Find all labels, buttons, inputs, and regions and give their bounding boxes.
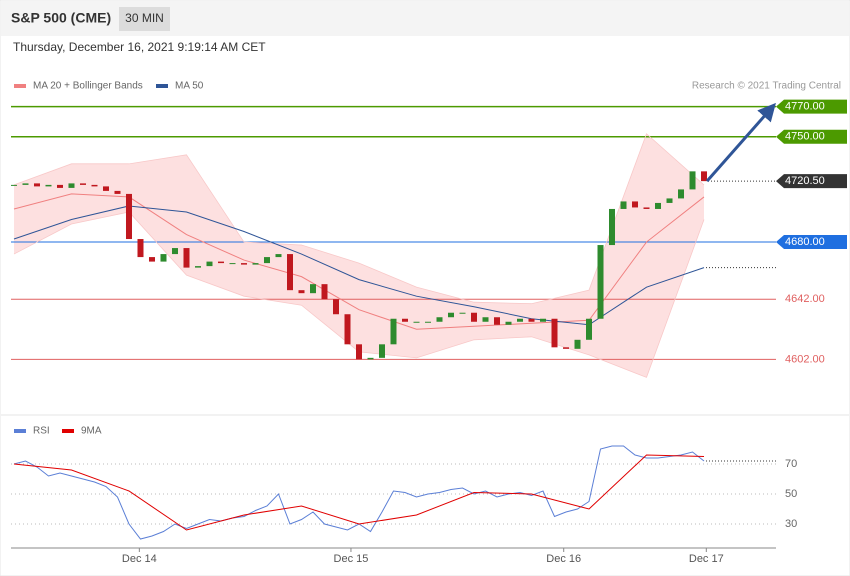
candle-body xyxy=(68,183,75,188)
candle-body xyxy=(160,254,167,262)
candle-body xyxy=(378,344,385,358)
candle-body xyxy=(125,193,132,240)
level-label: 4680.00 xyxy=(785,236,825,248)
candle-body xyxy=(367,357,374,360)
timestamp: Thursday, December 16, 2021 9:19:14 AM C… xyxy=(13,40,266,54)
candle-body xyxy=(263,257,270,264)
candle-body xyxy=(298,290,305,294)
legend-swatch xyxy=(62,429,74,433)
candle-body xyxy=(45,184,52,187)
level-tag xyxy=(776,99,847,114)
credit: Research © 2021 Trading Central xyxy=(692,81,841,92)
candle-body xyxy=(206,261,213,267)
x-tick-label: Dec 16 xyxy=(546,553,581,565)
candle-body xyxy=(666,198,673,203)
candle-body xyxy=(620,201,627,209)
candle-body xyxy=(33,183,40,187)
candle-body xyxy=(655,202,662,209)
y-tick-label: 30 xyxy=(785,518,797,530)
candle-body xyxy=(459,312,466,314)
target-arrow xyxy=(705,102,776,183)
candle-body xyxy=(540,318,547,322)
bollinger-band xyxy=(13,133,705,378)
candle-body xyxy=(574,339,581,349)
chart-title: S&P 500 (CME) xyxy=(11,10,111,26)
candle-body xyxy=(229,263,236,265)
y-tick-label: 50 xyxy=(785,488,797,500)
level-label: 4770.00 xyxy=(785,101,825,113)
candle-body xyxy=(643,207,650,209)
candle-body xyxy=(183,248,190,268)
candle-body xyxy=(194,266,201,268)
candle-body xyxy=(321,284,328,300)
level-label: 4720.50 xyxy=(785,175,825,187)
candle-body xyxy=(482,317,489,322)
candle-body xyxy=(609,208,616,246)
legend-swatch xyxy=(156,84,168,88)
level-label: 4642.00 xyxy=(785,293,825,305)
candle-body xyxy=(586,318,593,340)
candle-body xyxy=(563,347,570,349)
legend-label: MA 50 xyxy=(175,81,204,92)
candle-body xyxy=(137,239,144,258)
rsi-line xyxy=(13,454,705,531)
candle-body xyxy=(10,184,17,186)
band-edge xyxy=(13,133,705,305)
candle-body xyxy=(102,186,109,191)
candle-body xyxy=(402,318,409,322)
legend-label: 9MA xyxy=(81,426,102,437)
candle-body xyxy=(148,257,155,262)
level-tag xyxy=(776,129,847,144)
x-tick-label: Dec 15 xyxy=(334,553,369,565)
level-label: 4750.00 xyxy=(785,131,825,143)
candle-body xyxy=(390,318,397,345)
candle-body xyxy=(528,318,535,322)
candle-body xyxy=(91,184,98,187)
candle-body xyxy=(79,183,86,185)
candle-body xyxy=(678,189,685,199)
candle-body xyxy=(413,321,420,323)
level-tag xyxy=(776,174,847,189)
candle-body xyxy=(436,317,443,322)
legend-label: MA 20 + Bollinger Bands xyxy=(33,81,143,92)
candle-body xyxy=(114,190,121,194)
candle-body xyxy=(632,201,639,208)
candle-body xyxy=(240,263,247,265)
legend-swatch xyxy=(14,429,26,433)
x-tick-label: Dec 17 xyxy=(689,553,724,565)
candle-body xyxy=(689,171,696,190)
y-tick-label: 70 xyxy=(785,458,797,470)
legend-swatch xyxy=(14,84,26,88)
legend-label: RSI xyxy=(33,426,50,437)
interval-badge[interactable] xyxy=(119,7,170,31)
candle-body xyxy=(171,248,178,255)
candle-body xyxy=(56,184,63,188)
interval-label[interactable]: 30 MIN xyxy=(125,11,164,25)
candle-body xyxy=(551,318,558,348)
candle-body xyxy=(517,318,524,322)
candle-body xyxy=(425,321,432,323)
candle-body xyxy=(597,245,604,319)
x-tick-label: Dec 14 xyxy=(122,553,157,565)
candle-body xyxy=(471,312,478,322)
candle-body xyxy=(332,299,339,315)
candle-body xyxy=(252,263,259,265)
candle-body xyxy=(286,254,293,291)
candle-body xyxy=(275,254,282,258)
candle-body xyxy=(494,317,501,325)
candle-body xyxy=(505,321,512,325)
candle-body xyxy=(309,284,316,294)
candle-body xyxy=(448,312,455,318)
candle-body xyxy=(344,314,351,345)
level-tag xyxy=(776,235,847,250)
level-label: 4602.00 xyxy=(785,353,825,365)
candle-body xyxy=(22,183,29,185)
candle-body xyxy=(355,344,362,360)
candle-body xyxy=(217,261,224,264)
candle-body xyxy=(701,171,708,182)
